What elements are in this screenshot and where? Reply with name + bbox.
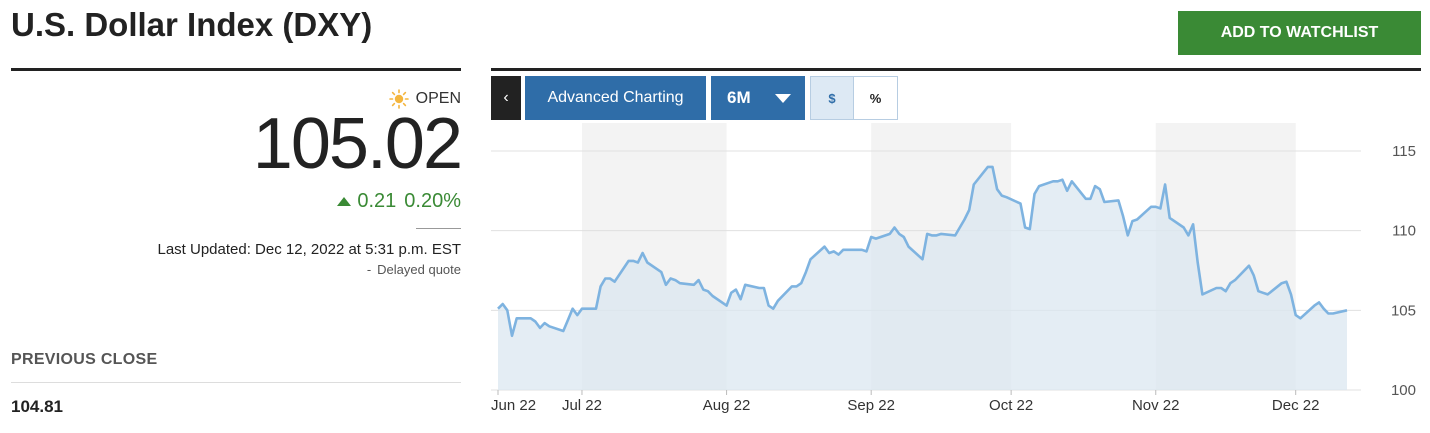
x-tick-label: Oct 22 bbox=[989, 397, 1033, 414]
up-arrow-icon bbox=[337, 197, 352, 206]
market-status: OPEN bbox=[388, 89, 461, 109]
delayed-quote-label: Delayed quote bbox=[377, 262, 461, 277]
y-tick-label: 105 bbox=[1391, 302, 1416, 319]
x-tick-label: Jul 22 bbox=[562, 397, 602, 414]
page-title: U.S. Dollar Index (DXY) bbox=[11, 6, 373, 43]
previous-close-value: 104.81 bbox=[11, 397, 63, 416]
x-tick-label: Sep 22 bbox=[847, 397, 895, 414]
market-status-label: OPEN bbox=[415, 90, 461, 107]
price-area bbox=[498, 166, 1347, 390]
add-to-watchlist-button[interactable]: ADD TO WATCHLIST bbox=[1178, 11, 1421, 55]
dollar-toggle[interactable]: $ bbox=[810, 76, 854, 120]
chevron-left-icon[interactable]: ‹ bbox=[491, 76, 521, 120]
left-divider bbox=[11, 68, 461, 71]
quote-separator bbox=[416, 228, 461, 229]
y-tick-label: 110 bbox=[1392, 223, 1416, 240]
time-range-dropdown[interactable]: 6M bbox=[711, 76, 805, 120]
change-value: 0.21 bbox=[357, 190, 397, 212]
y-tick-label: 115 bbox=[1392, 143, 1416, 160]
previous-close-divider bbox=[11, 382, 461, 383]
previous-close-label: PREVIOUS CLOSE bbox=[11, 351, 158, 368]
x-tick-label: Dec 22 bbox=[1272, 397, 1320, 414]
change-percent: 0.20% bbox=[404, 190, 461, 212]
x-tick-label: Jun 22 bbox=[491, 397, 536, 414]
delayed-dash: - bbox=[366, 262, 372, 277]
x-tick-label: Aug 22 bbox=[703, 397, 751, 414]
y-tick-label: 100 bbox=[1391, 382, 1416, 399]
price-line bbox=[497, 165, 1348, 338]
last-price: 105.02 bbox=[252, 104, 463, 184]
sun-icon bbox=[388, 89, 409, 109]
last-updated: Last Updated: Dec 12, 2022 at 5:31 p.m. … bbox=[157, 241, 461, 258]
x-tick-label: Nov 22 bbox=[1132, 397, 1180, 414]
percent-toggle[interactable]: % bbox=[853, 76, 898, 120]
delayed-quote-note: - Delayed quote bbox=[367, 262, 461, 277]
chart-divider bbox=[491, 68, 1421, 71]
caret-down-icon bbox=[775, 94, 791, 103]
time-range-value: 6M bbox=[727, 88, 751, 107]
price-change: 0.21 0.20% bbox=[337, 190, 461, 213]
advanced-charting-button[interactable]: Advanced Charting bbox=[525, 76, 706, 120]
